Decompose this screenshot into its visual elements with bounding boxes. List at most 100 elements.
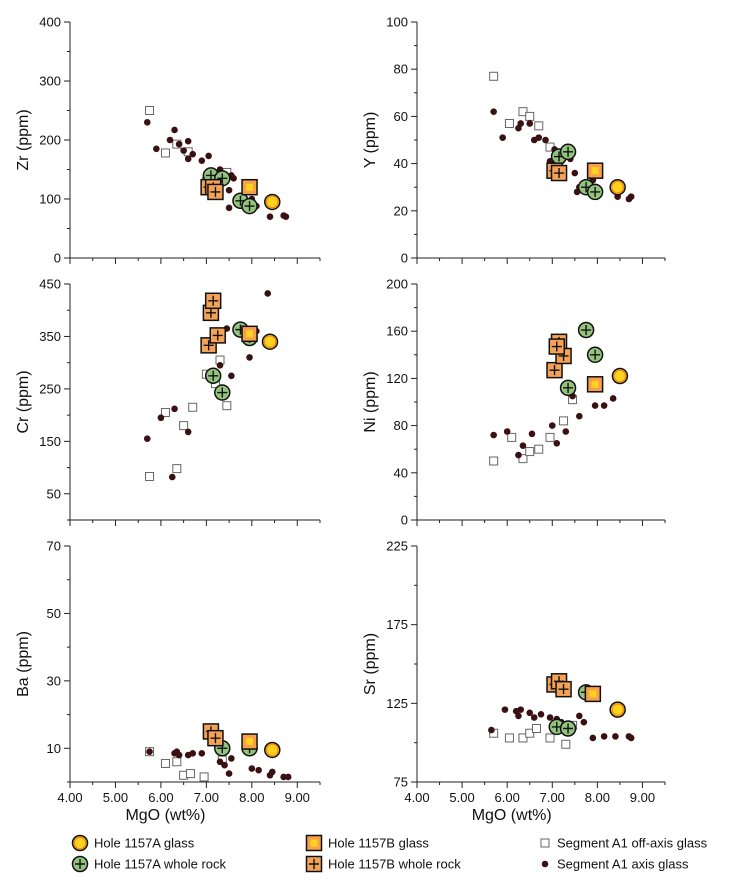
panel-sr: 75 125 175 225 Sr (ppm) [362,539,666,790]
point-segment-a1-off-axis-glass [160,407,170,417]
point-hole-1157b-glass [241,178,258,196]
point-segment-a1-axis-glass [499,134,506,141]
point-segment-a1-axis-glass [553,440,561,447]
point-hole-1157a-whole-rock [559,379,577,397]
point-segment-a1-axis-glass [168,473,176,481]
point-segment-a1-axis-glass [175,751,183,759]
y-axis-title: Ni (ppm) [362,371,379,432]
point-segment-a1-off-axis-glass [489,71,499,81]
legend-label-segment-a1-off-axis-glass: Segment A1 off-axis glass [557,836,708,851]
y-tick-label: 0 [54,251,61,266]
point-segment-a1-axis-glass [184,137,192,145]
point-segment-a1-axis-glass [537,711,545,718]
point-segment-a1-axis-glass [515,451,522,459]
point-hole-1157a-whole-rock [559,143,577,161]
point-hole-1157a-whole-rock [586,183,604,201]
point-segment-a1-axis-glass [515,712,522,720]
y-tick-label: 300 [39,74,61,89]
legend-label-hole-1157a-whole-rock: Hole 1157A whole rock [94,857,227,872]
point-hole-1157b-glass [241,733,258,750]
point-segment-a1-axis-glass [284,773,292,781]
point-segment-a1-axis-glass [198,750,206,757]
point-segment-a1-off-axis-glass [534,444,544,454]
y-tick-label: 50 [47,606,61,621]
point-segment-a1-axis-glass [189,150,197,158]
point-hole-1157a-whole-rock [577,321,595,339]
point-segment-a1-off-axis-glass [179,421,189,431]
point-segment-a1-axis-glass [282,213,290,220]
y-tick-label: 100 [39,192,61,207]
y-tick-label: 125 [386,696,408,711]
point-segment-a1-off-axis-glass [160,148,170,158]
point-segment-a1-axis-glass [490,431,497,439]
point-segment-a1-off-axis-glass [504,118,514,128]
point-segment-a1-off-axis-glass [518,107,528,117]
point-segment-a1-off-axis-glass [518,454,528,464]
x-tick-label: 9.00 [630,790,655,805]
point-segment-a1-axis-glass [503,428,511,435]
y-tick-label: 400 [39,15,61,30]
point-segment-a1-axis-glass [216,361,224,369]
point-segment-a1-axis-glass [612,733,619,740]
y-tick-label: 225 [386,539,408,554]
point-segment-a1-axis-glass [143,119,151,126]
x-tick-label: 8.00 [585,790,610,805]
point-segment-a1-axis-glass [609,395,617,402]
point-segment-a1-axis-glass [184,155,192,163]
point-segment-a1-axis-glass [280,773,287,781]
point-segment-a1-axis-glass [198,157,206,164]
y-tick-label: 0 [401,513,408,528]
point-segment-a1-axis-glass [171,126,178,134]
point-segment-a1-off-axis-glass [222,401,232,411]
point-segment-a1-axis-glass [166,136,174,144]
point-hole-1157b-whole-rock [207,729,224,747]
y-tick-label: 20 [394,203,408,218]
point-segment-a1-axis-glass [153,145,160,153]
x-tick-label: 5.00 [449,790,474,805]
x-tick-label: 4.00 [404,790,429,805]
y-axis-title: Sr (ppm) [362,633,379,695]
point-hole-1157b-whole-rock [546,361,563,379]
y-axis-title: Cr (ppm) [15,370,32,433]
x-tick-label: 5.00 [103,790,128,805]
point-hole-1157b-whole-rock [555,680,572,698]
point-hole-1157b-glass [586,376,604,393]
x-tick-label: 9.00 [285,790,310,805]
point-hole-1157a-whole-rock [214,384,231,401]
point-hole-1157a-glass [264,741,281,759]
y-tick-label: 200 [39,133,61,148]
legend-marker-segment-a1-axis-glass [541,860,549,868]
point-hole-1157a-whole-rock [204,367,222,385]
y-axis-title: Zr (ppm) [15,109,32,170]
y-tick-label: 40 [394,465,408,480]
legend-marker-hole-1157a-whole-rock [71,855,89,873]
point-segment-a1-axis-glass [488,726,495,734]
point-segment-a1-off-axis-glass [507,432,517,442]
point-segment-a1-axis-glass [591,402,599,409]
point-segment-a1-off-axis-glass [185,769,195,779]
legend: Hole 1157A glass Hole 1157A whole rock Hol… [71,834,708,873]
point-segment-a1-axis-glass [184,428,192,436]
point-hole-1157b-glass [241,325,258,343]
point-segment-a1-axis-glass [157,414,165,422]
x-tick-label: 6.00 [495,790,520,805]
point-segment-a1-axis-glass [225,186,233,194]
y-tick-label: 40 [394,156,408,171]
y-tick-label: 10 [47,741,61,756]
point-segment-a1-axis-glass [526,709,534,717]
point-segment-a1-off-axis-glass [145,106,155,115]
point-hole-1157a-glass [609,178,626,196]
y-tick-label: 75 [394,775,408,790]
point-hole-1157a-glass [611,367,629,385]
point-hole-1157b-glass [584,685,602,703]
point-segment-a1-off-axis-glass [172,464,182,474]
point-segment-a1-axis-glass [548,422,556,429]
point-segment-a1-off-axis-glass [525,447,535,457]
y-tick-label: 0 [401,251,408,266]
point-segment-a1-off-axis-glass [525,728,535,738]
point-segment-a1-axis-glass [175,140,183,148]
legend-label-segment-a1-axis-glass: Segment A1 axis glass [557,857,689,872]
y-tick-label: 50 [47,486,61,501]
x-tick-label: 7.00 [194,790,219,805]
